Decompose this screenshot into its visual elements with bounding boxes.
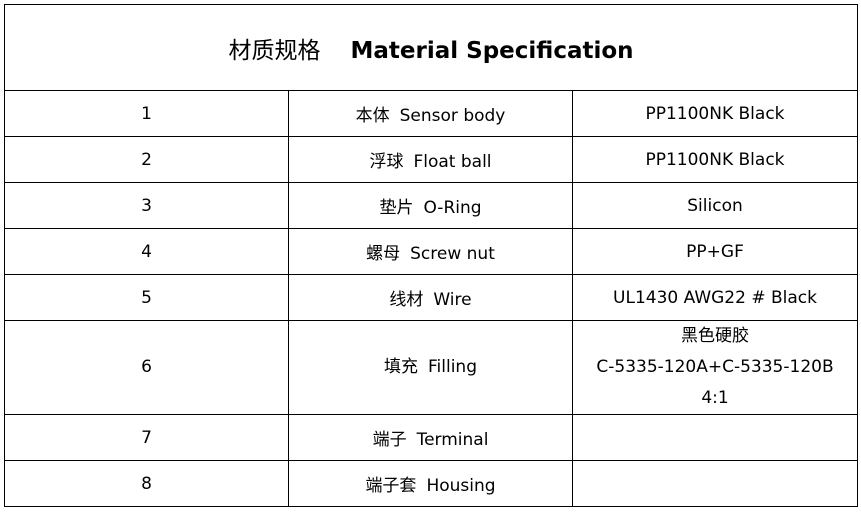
material-cell: PP1100NK Black	[571, 136, 859, 183]
row-number: 4	[4, 228, 289, 275]
material-line: C-5335-120A+C-5335-120B	[596, 357, 834, 377]
part-name: 本体 Sensor body	[288, 90, 573, 137]
part-en: Sensor body	[399, 106, 506, 126]
part-name: 螺母 Screw nut	[288, 228, 573, 275]
table-row: 1 本体 Sensor body PP1100NK Black	[4, 90, 859, 137]
material-line: PP1100NK Black	[645, 149, 785, 170]
part-cn: 垫片	[379, 198, 414, 218]
part-cn: 本体	[355, 106, 390, 126]
part-en: Float ball	[413, 152, 492, 172]
part-en: O-Ring	[423, 198, 482, 218]
material-line: PP+GF	[686, 241, 744, 262]
row-number: 3	[4, 182, 289, 229]
part-name: 浮球 Float ball	[288, 136, 573, 183]
part-cn: 填充	[384, 357, 418, 377]
material-cell	[571, 414, 859, 461]
table-row: 6 填充 Filling 黑色硬胶 C-5335-120A+C-5335-120B 4…	[4, 320, 859, 415]
table-row: 3 垫片 O-Ring Silicon	[4, 182, 859, 229]
part-cn: 线材	[389, 290, 424, 310]
part-en: Screw nut	[410, 244, 495, 264]
table-row: 5 线材 Wire UL1430 AWG22 # Black	[4, 274, 859, 321]
material-line: 黑色硬胶	[681, 326, 749, 346]
part-en: Housing	[426, 476, 496, 496]
material-cell: 黑色硬胶 C-5335-120A+C-5335-120B 4:1	[571, 320, 859, 415]
material-cell: UL1430 AWG22 # Black	[571, 274, 859, 321]
material-line: 4:1	[701, 388, 729, 408]
row-number: 1	[4, 90, 289, 137]
row-number: 8	[4, 460, 289, 507]
part-name: 端子套 Housing	[288, 460, 573, 507]
material-cell: PP1100NK Black	[571, 90, 859, 137]
title-cn: 材质规格	[228, 37, 321, 64]
title-en: Material Specification	[350, 37, 634, 64]
row-number: 6	[4, 320, 289, 415]
part-name: 端子 Terminal	[288, 414, 573, 461]
material-line: UL1430 AWG22 # Black	[613, 287, 817, 308]
material-line: PP1100NK Black	[645, 103, 785, 124]
part-cn: 端子套	[365, 476, 417, 496]
material-cell: Silicon	[571, 182, 859, 229]
material-spec-table: 材质规格 Material Specification 1 本体 Sensor bo…	[3, 4, 859, 507]
part-en: Terminal	[416, 430, 489, 450]
row-number: 2	[4, 136, 289, 183]
part-en: Wire	[433, 290, 472, 310]
table-row: 7 端子 Terminal	[4, 414, 859, 461]
material-cell: PP+GF	[571, 228, 859, 275]
material-line: Silicon	[687, 195, 743, 216]
table-row: 4 螺母 Screw nut PP+GF	[4, 228, 859, 275]
part-cn: 浮球	[369, 152, 404, 172]
part-name: 垫片 O-Ring	[288, 182, 573, 229]
table-row: 8 端子套 Housing	[4, 460, 859, 507]
part-name: 填充 Filling	[288, 320, 573, 415]
row-number: 7	[4, 414, 289, 461]
part-cn: 螺母	[366, 244, 401, 264]
row-number: 5	[4, 274, 289, 321]
table-row: 2 浮球 Float ball PP1100NK Black	[4, 136, 859, 183]
part-en: Filling	[428, 357, 477, 377]
material-cell	[571, 460, 859, 507]
table-title: 材质规格 Material Specification	[3, 4, 859, 91]
part-cn: 端子	[372, 430, 407, 450]
part-name: 线材 Wire	[288, 274, 573, 321]
